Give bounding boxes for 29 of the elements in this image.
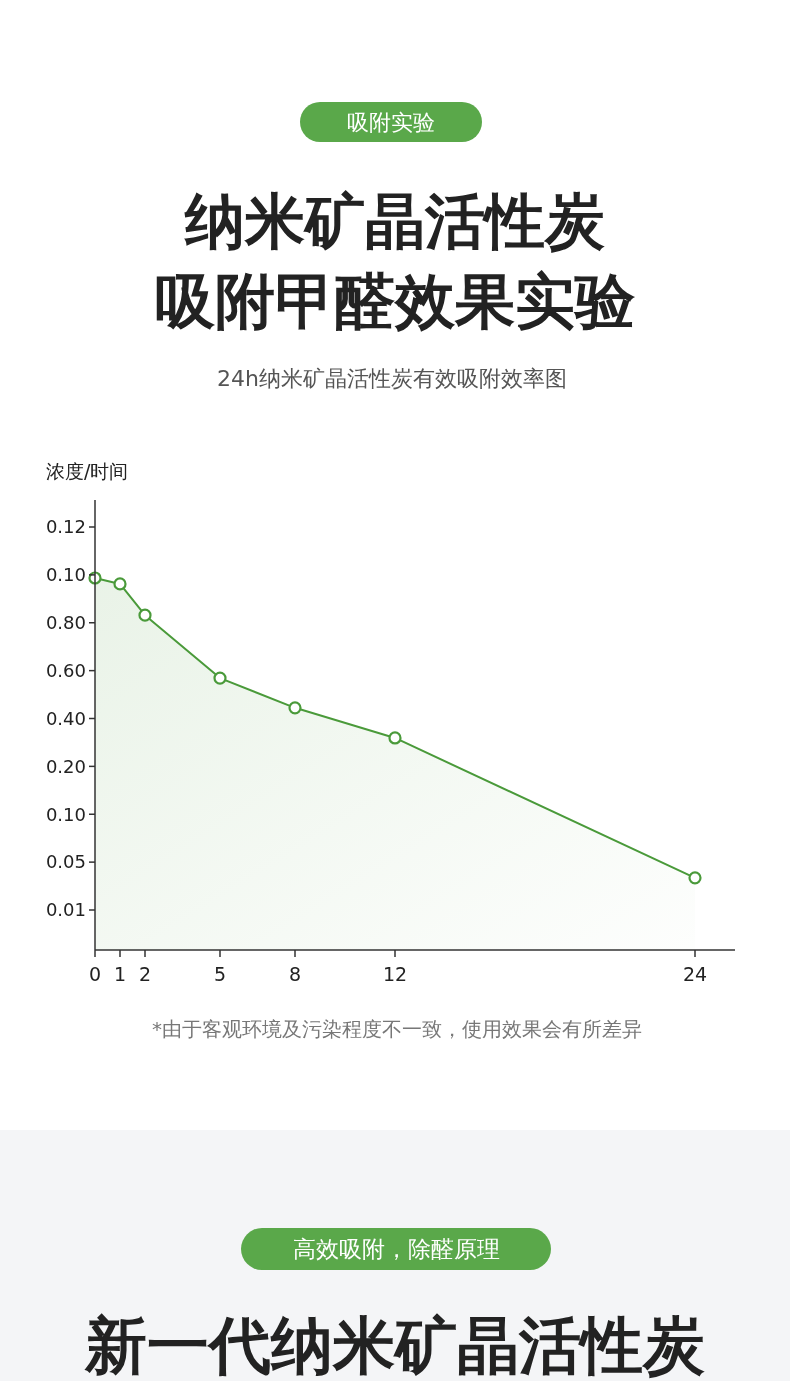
x-tick-label: 12 — [382, 963, 408, 985]
text: 吸附实验 — [347, 110, 435, 135]
point — [688, 871, 702, 885]
text: 0.80 — [45, 612, 86, 634]
text: 浓度/时间 — [46, 460, 129, 482]
text: 0.60 — [45, 659, 86, 681]
x-tick-label: 2 — [138, 963, 152, 985]
text: 0.40 — [45, 707, 86, 729]
x-tick-label: 8 — [288, 963, 302, 985]
x-tick-label: 0 — [88, 963, 102, 985]
text: 0.01 — [45, 899, 86, 921]
point — [138, 608, 152, 622]
text: 新一代纳米矿晶活性炭 — [84, 1309, 705, 1381]
point — [388, 731, 402, 745]
point — [288, 701, 302, 715]
chart-title: 纳米矿晶活性炭吸附甲醛效果实验 — [155, 186, 636, 336]
point — [213, 671, 227, 685]
text: 0.10 — [45, 564, 86, 586]
text: 0.20 — [45, 755, 86, 777]
text: 高效吸附，除醛原理 — [292, 1236, 500, 1262]
text: 0.05 — [45, 851, 86, 873]
x-tick-label: 1 — [113, 963, 127, 985]
x-tick-label: 24 — [682, 963, 708, 985]
text: 0.12 — [45, 516, 86, 538]
chart-subtitle: 24h纳米矿晶活性炭有效吸附效率图 — [217, 366, 567, 391]
point — [113, 577, 127, 591]
x-tick-label: 5 — [213, 963, 227, 985]
text: *由于客观环境及污染程度不一致，使用效果会有所差异 — [152, 1017, 642, 1041]
text: 0.10 — [45, 803, 86, 825]
